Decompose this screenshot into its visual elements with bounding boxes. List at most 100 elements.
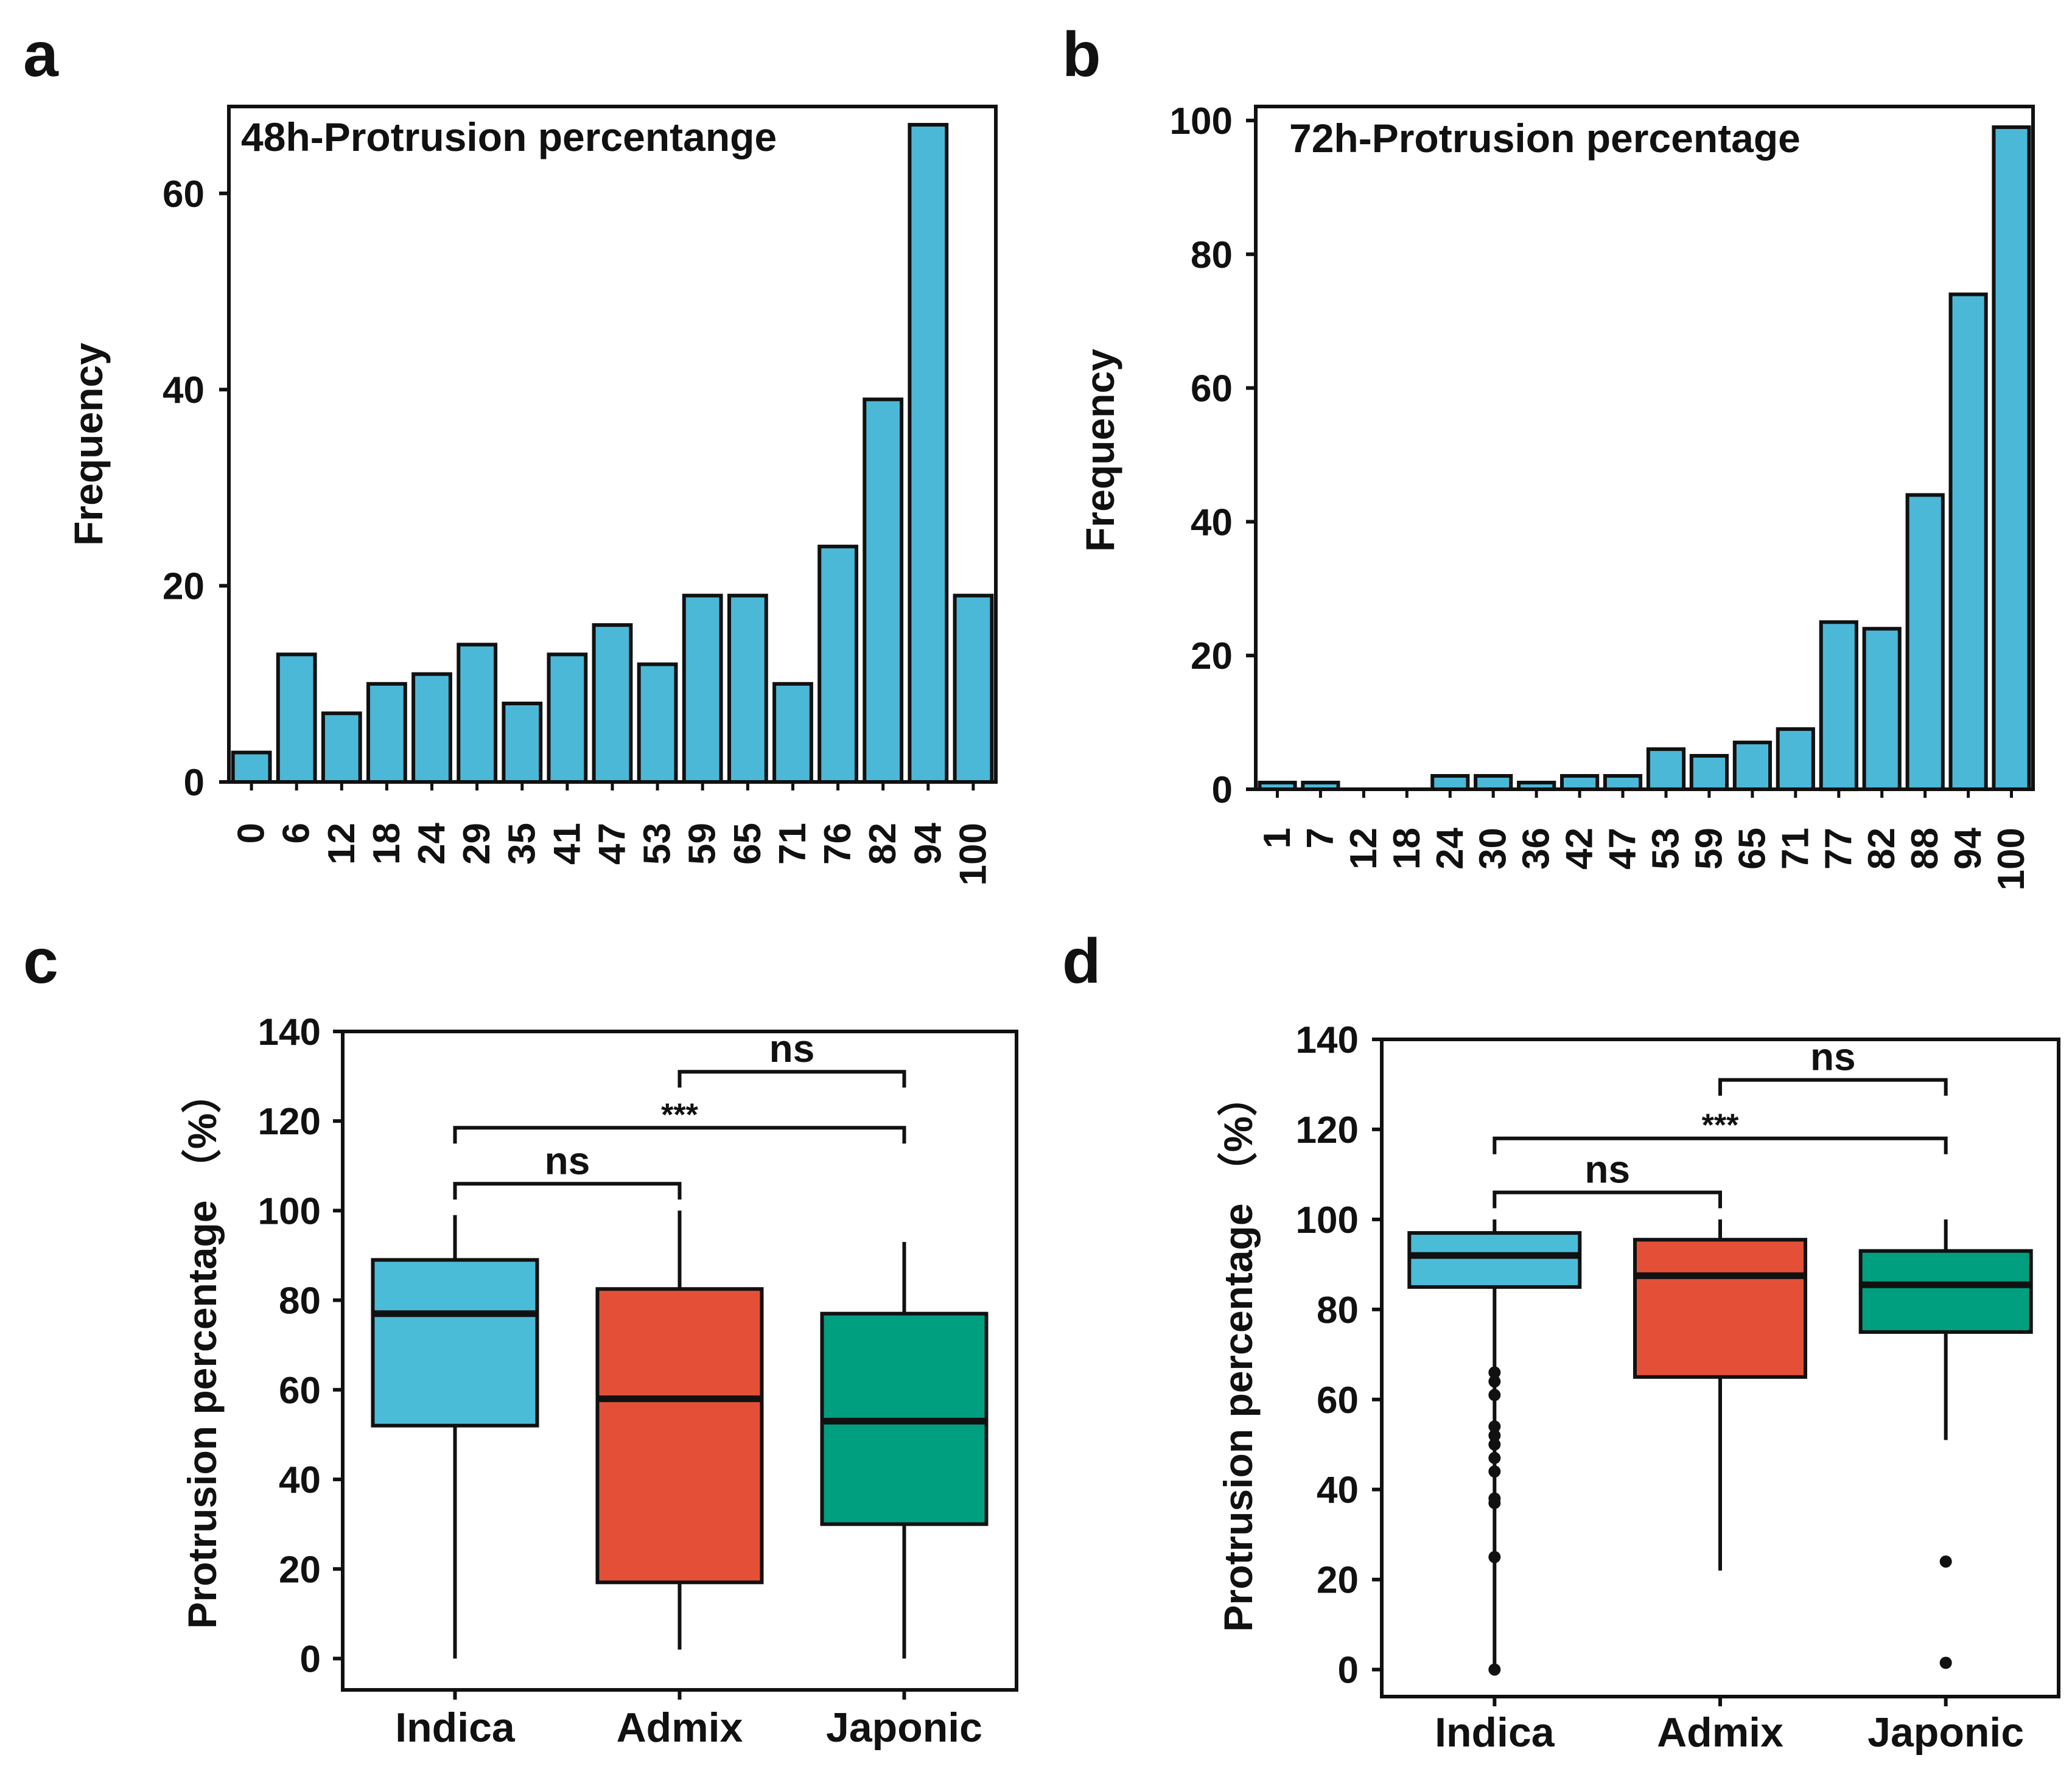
x-tick-label: 12 <box>1343 828 1385 870</box>
bar <box>592 623 633 784</box>
x-tick-label: 41 <box>546 823 588 865</box>
x-tick-label: 82 <box>1861 828 1903 870</box>
panel-letter-c: c <box>23 926 58 997</box>
outlier-point <box>1488 1551 1501 1563</box>
x-tick-label: 0 <box>231 823 273 843</box>
bracket-line <box>1718 1078 1948 1096</box>
outlier-point <box>1939 1555 1952 1568</box>
category-label: Admix <box>1657 1709 1783 1756</box>
significance-label: ns <box>1810 1035 1856 1079</box>
bar <box>637 662 678 784</box>
significance-label: *** <box>1702 1108 1739 1143</box>
bar <box>772 682 813 784</box>
boxes <box>1407 1219 2033 1676</box>
outlier-point <box>1939 1656 1952 1669</box>
x-tick-label: 47 <box>1602 828 1644 870</box>
category-label: Japonic <box>826 1704 982 1751</box>
x-tick-label: 7 <box>1300 828 1342 848</box>
x-tick-label: 100 <box>1990 828 2032 890</box>
bracket-line <box>1493 1136 1948 1154</box>
box-admix <box>595 1287 764 1585</box>
box-indica <box>1407 1231 1582 1289</box>
significance-label: ns <box>545 1139 590 1182</box>
bar <box>863 397 904 784</box>
bar <box>366 682 407 784</box>
bracket-line <box>453 1126 906 1144</box>
category-label: Indica <box>395 1704 516 1751</box>
significance-brackets: ns *** ns <box>1493 1035 1948 1209</box>
x-axis: 1 7 12 18 24 30 36 42 47 53 59 65 71 77 82 88 94 100 <box>1256 789 2032 890</box>
outlier-point <box>1488 1420 1501 1433</box>
y-tick-label: 20 <box>1317 1560 1359 1602</box>
y-tick-label: 20 <box>163 566 205 608</box>
bar <box>1301 781 1340 791</box>
panel-b-histogram-72h: 72h-Protrusion percentage Frequency 0 20 4… <box>1077 100 2035 890</box>
bracket-line <box>1493 1190 1722 1209</box>
bar <box>1819 620 1858 792</box>
x-axis: 0 6 12 18 24 29 35 41 47 53 59 65 71 76 82 94 100 <box>231 782 994 885</box>
bar <box>727 593 768 784</box>
x-tick-label: 71 <box>772 823 814 865</box>
chart-title: 48h-Protrusion percentange <box>241 114 777 159</box>
box-admix <box>1633 1238 1807 1379</box>
outlier-point <box>1488 1366 1501 1379</box>
outlier-point <box>1488 1451 1501 1464</box>
x-tick-label: 53 <box>637 823 679 865</box>
panel-c-boxplot-48h: Protrusion percentage （%） 0 20 40 60 80 100 12… <box>180 1011 1018 1751</box>
y-tick-label: 0 <box>1212 769 1233 811</box>
y-tick-label: 0 <box>1338 1650 1359 1692</box>
y-tick-label: 60 <box>163 173 205 215</box>
outlier-point <box>1488 1429 1501 1442</box>
bar <box>411 672 452 784</box>
x-tick-label: 42 <box>1559 828 1601 870</box>
plot-frame <box>1254 105 2035 791</box>
x-tick-label: 65 <box>727 823 769 865</box>
outlier-point <box>1488 1465 1501 1478</box>
x-tick-label: 100 <box>952 823 994 885</box>
bar <box>1474 774 1513 791</box>
y-tick-label: 20 <box>1191 635 1233 677</box>
x-tick-label: 76 <box>817 823 859 865</box>
y-axis: 0 20 40 60 <box>163 173 229 804</box>
y-axis-label: Protrusion percentage （%） <box>1216 1076 1261 1631</box>
bar <box>953 593 994 784</box>
outlier-point <box>1488 1389 1501 1401</box>
bar <box>1992 125 2031 791</box>
panel-letter-a: a <box>23 19 59 90</box>
bar <box>1862 627 1902 791</box>
x-tick-label: 71 <box>1774 828 1816 870</box>
x-tick-label: 53 <box>1645 828 1687 870</box>
x-tick-label: 1 <box>1256 828 1298 848</box>
bar <box>1905 493 1945 792</box>
x-tick-label: 77 <box>1818 828 1860 870</box>
y-tick-label: 0 <box>300 1639 321 1681</box>
category-label: Japonic <box>1867 1709 2024 1756</box>
significance-label: ns <box>769 1027 815 1070</box>
x-tick-label: 36 <box>1516 828 1558 870</box>
x-tick-label: 6 <box>276 823 318 843</box>
bar <box>1689 754 1729 791</box>
y-tick-label: 60 <box>1317 1380 1359 1422</box>
outlier-point <box>1488 1663 1501 1676</box>
y-tick-label: 0 <box>184 762 205 804</box>
y-tick-label: 40 <box>1191 501 1233 543</box>
bracket-line <box>677 1070 906 1088</box>
bar <box>1732 741 1773 791</box>
outlier-point <box>1488 1375 1501 1388</box>
bar <box>1603 774 1643 791</box>
category-label: Indica <box>1435 1709 1555 1756</box>
x-tick-label: 24 <box>1429 827 1471 869</box>
y-tick-label: 40 <box>279 1459 321 1501</box>
bar <box>1430 774 1470 791</box>
x-tick-label: 59 <box>1688 828 1730 870</box>
x-tick-label: 94 <box>907 822 949 864</box>
panel-a-histogram-48h: 48h-Protrusion percentange Frequency 0 20… <box>66 105 998 885</box>
bar <box>276 652 317 784</box>
y-axis: 0 20 40 60 80 100 <box>1170 100 1256 811</box>
y-tick-label: 140 <box>258 1011 321 1053</box>
panel-letter-b: b <box>1062 19 1101 90</box>
bar <box>908 123 949 784</box>
panel-letter-d: d <box>1062 926 1101 997</box>
bar <box>321 711 362 784</box>
